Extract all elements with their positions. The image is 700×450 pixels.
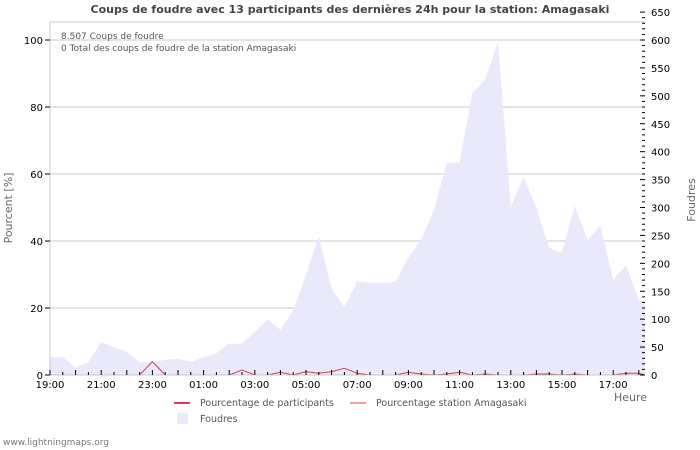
svg-text:300: 300: [651, 204, 670, 215]
svg-text:80: 80: [30, 103, 43, 114]
svg-text:60: 60: [30, 170, 43, 181]
legend-participants-label: Pourcentage de participants: [200, 398, 334, 409]
info-station-total: 0 Total des coups de foudre de la statio…: [61, 44, 296, 54]
svg-text:0: 0: [651, 371, 657, 382]
svg-text:600: 600: [651, 36, 670, 47]
svg-text:11:00: 11:00: [445, 380, 474, 391]
svg-text:0: 0: [37, 371, 43, 382]
svg-text:03:00: 03:00: [240, 380, 269, 391]
svg-text:500: 500: [651, 92, 670, 103]
legend-foudres-label: Foudres: [200, 414, 238, 425]
svg-text:550: 550: [651, 64, 670, 75]
y-left-label: Pourcent [%]: [2, 173, 15, 244]
legend-foudres-swatch: [177, 413, 188, 424]
svg-text:100: 100: [24, 36, 43, 47]
info-strike-count: 8.507 Coups de foudre: [61, 32, 164, 42]
svg-text:50: 50: [651, 343, 664, 354]
svg-text:200: 200: [651, 259, 670, 270]
svg-text:100: 100: [651, 315, 670, 326]
svg-text:350: 350: [651, 176, 670, 187]
svg-text:07:00: 07:00: [343, 380, 372, 391]
svg-text:09:00: 09:00: [394, 380, 423, 391]
svg-text:20: 20: [30, 304, 43, 315]
svg-text:01:00: 01:00: [189, 380, 218, 391]
axis-ticks: 0 20 40 60 80 100 0 50 100 150 200 250 300 350 400 450 5…: [24, 8, 670, 391]
svg-text:400: 400: [651, 148, 670, 159]
legend: Pourcentage de participants Pourcentage …: [174, 398, 527, 425]
svg-text:13:00: 13:00: [496, 380, 525, 391]
participants-line: [50, 360, 646, 376]
svg-text:450: 450: [651, 120, 670, 131]
svg-text:150: 150: [651, 287, 670, 298]
svg-text:05:00: 05:00: [292, 380, 321, 391]
x-axis-label: Heure: [614, 391, 647, 404]
svg-text:19:00: 19:00: [36, 380, 65, 391]
y-right-label: Foudres: [685, 178, 698, 222]
legend-station-label: Pourcentage station Amagasaki: [376, 398, 527, 409]
svg-text:40: 40: [30, 237, 43, 248]
plot-frame: [49, 21, 645, 376]
svg-text:21:00: 21:00: [87, 380, 116, 391]
footer-credit: www.lightningmaps.org: [3, 438, 109, 448]
svg-text:17:00: 17:00: [599, 380, 628, 391]
svg-text:15:00: 15:00: [548, 380, 577, 391]
svg-text:250: 250: [651, 231, 670, 242]
foudres-area: [50, 41, 645, 375]
chart-title: Coups de foudre avec 13 participants des…: [90, 3, 610, 16]
svg-text:23:00: 23:00: [138, 380, 167, 391]
svg-text:650: 650: [651, 8, 670, 19]
